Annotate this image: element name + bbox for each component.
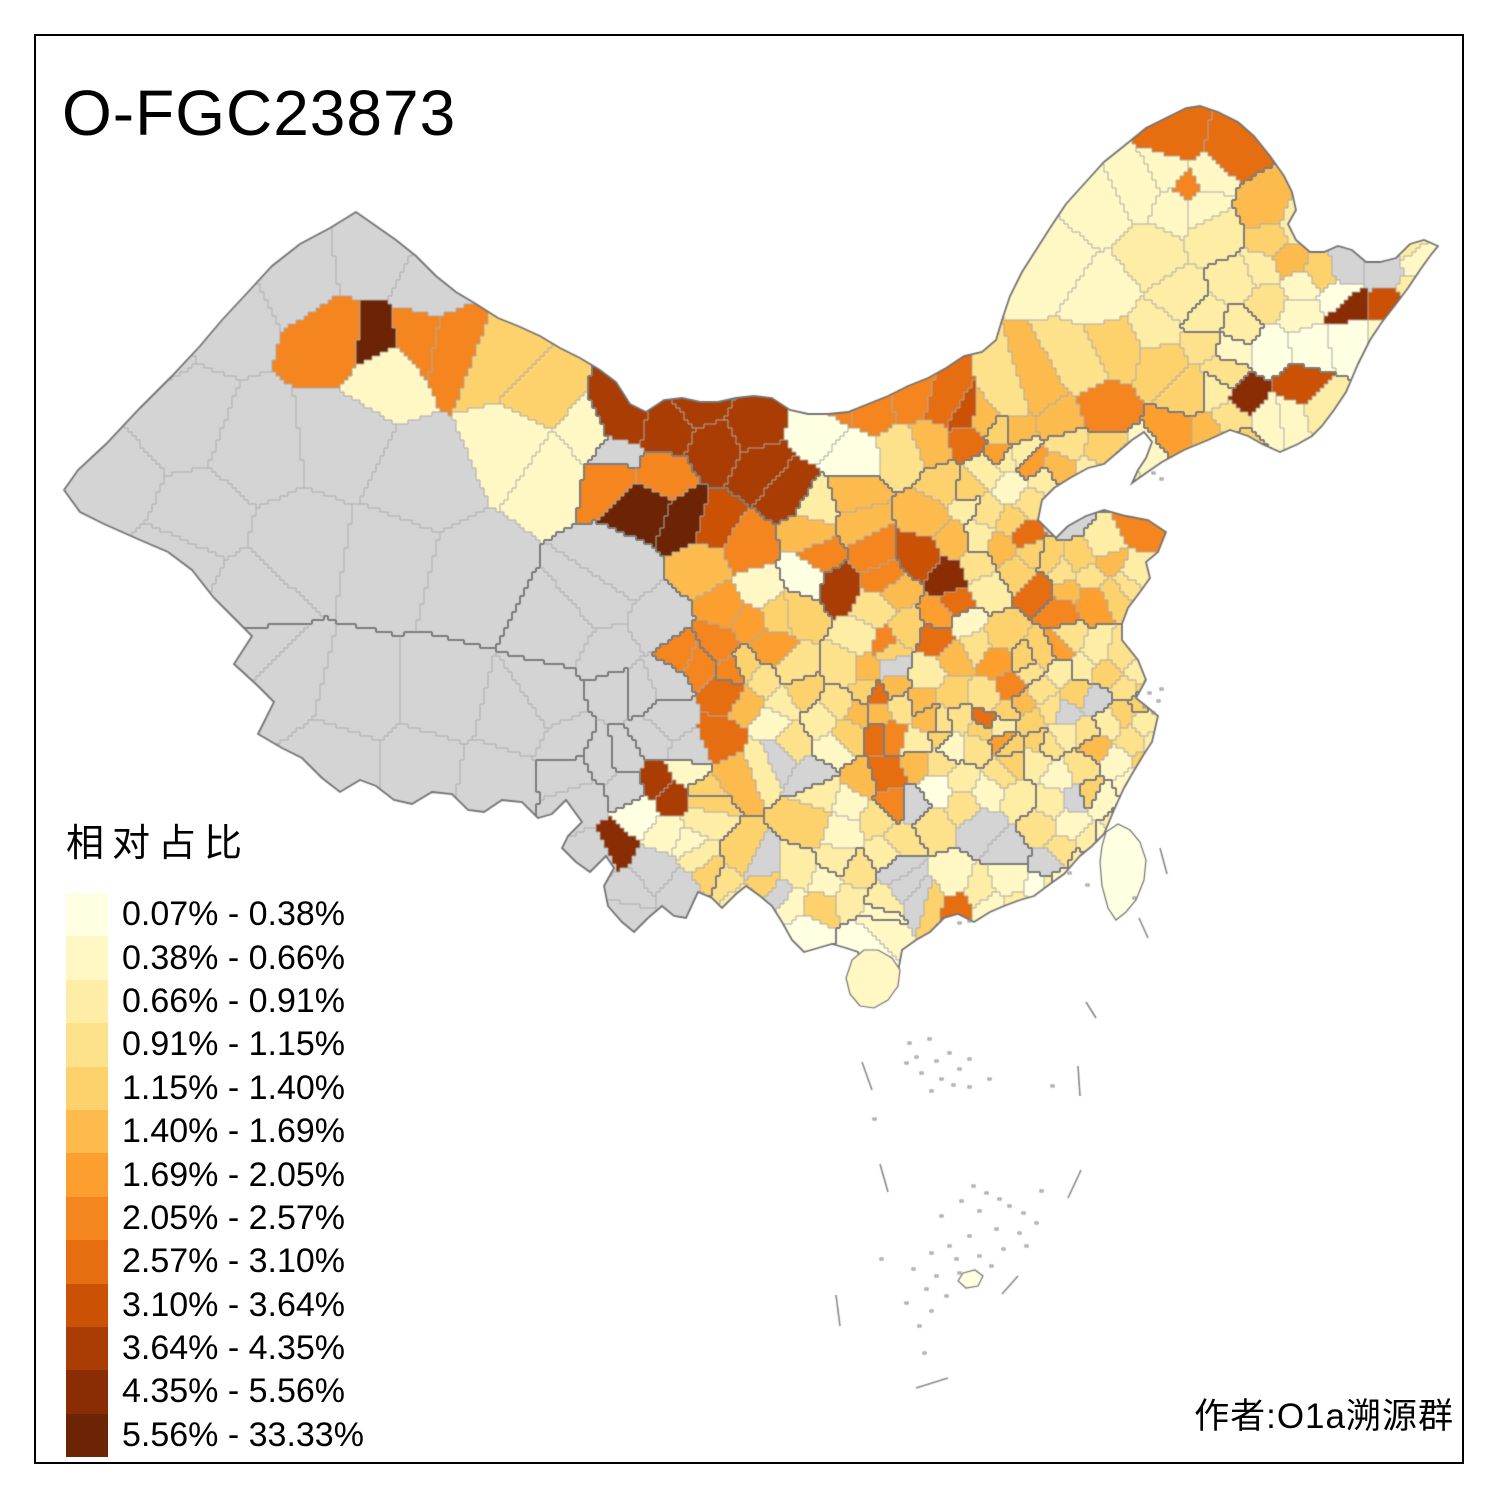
legend-swatch — [66, 1283, 108, 1327]
legend-item: 2.57% - 3.10% — [66, 1240, 364, 1284]
legend-range-label: 5.56% - 33.33% — [122, 1415, 364, 1454]
legend-title: 相对占比 — [66, 823, 251, 865]
legend-item: 3.64% - 4.35% — [66, 1326, 364, 1371]
legend-range-label: 3.64% - 4.35% — [122, 1329, 346, 1368]
legend-swatch — [66, 1153, 108, 1197]
legend-swatch — [66, 1370, 108, 1414]
legend-item: 1.15% - 1.40% — [66, 1066, 364, 1110]
legend-item: 5.56% - 33.33% — [66, 1413, 364, 1458]
legend-range-label: 3.10% - 3.64% — [122, 1285, 346, 1324]
attribution-text: 作者:O1a溯源群 — [1194, 1397, 1454, 1436]
legend-range-label: 4.35% - 5.56% — [122, 1372, 346, 1411]
legend-range-label: 0.07% - 0.38% — [122, 895, 346, 934]
legend-swatch — [66, 1413, 108, 1458]
legend: 相对占比 0.07% - 0.38% 0.38% - 0.66% 0.66% - 0… — [66, 812, 364, 1458]
legend-item: 3.10% - 3.64% — [66, 1283, 364, 1327]
legend-swatch — [66, 936, 108, 980]
legend-swatch — [66, 893, 108, 937]
legend-item: 1.40% - 1.69% — [66, 1109, 364, 1154]
legend-range-label: 1.15% - 1.40% — [122, 1068, 346, 1107]
legend-item: 4.35% - 5.56% — [66, 1370, 364, 1414]
legend-range-label: 1.40% - 1.69% — [122, 1112, 346, 1151]
legend-range-label: 2.05% - 2.57% — [122, 1198, 346, 1237]
legend-swatch — [66, 1196, 108, 1241]
legend-item: 1.69% - 2.05% — [66, 1153, 364, 1197]
legend-item: 0.38% - 0.66% — [66, 936, 364, 980]
page-title: O-FGC23873 — [62, 77, 457, 149]
legend-rows: 0.07% - 0.38% 0.38% - 0.66% 0.66% - 0.91% 0… — [66, 893, 364, 1458]
legend-swatch — [66, 1109, 108, 1154]
legend-swatch — [66, 1066, 108, 1110]
legend-swatch — [66, 979, 108, 1024]
legend-item: 0.66% - 0.91% — [66, 979, 364, 1024]
legend-swatch — [66, 1023, 108, 1067]
legend-range-label: 2.57% - 3.10% — [122, 1242, 346, 1281]
legend-range-label: 1.69% - 2.05% — [122, 1155, 346, 1194]
legend-swatch — [66, 1326, 108, 1371]
legend-swatch — [66, 1240, 108, 1284]
legend-item: 0.07% - 0.38% — [66, 893, 364, 937]
legend-item: 0.91% - 1.15% — [66, 1023, 364, 1067]
legend-range-label: 0.66% - 0.91% — [122, 981, 346, 1020]
legend-item: 2.05% - 2.57% — [66, 1196, 364, 1241]
legend-range-label: 0.38% - 0.66% — [122, 938, 346, 977]
legend-range-label: 0.91% - 1.15% — [122, 1025, 346, 1064]
